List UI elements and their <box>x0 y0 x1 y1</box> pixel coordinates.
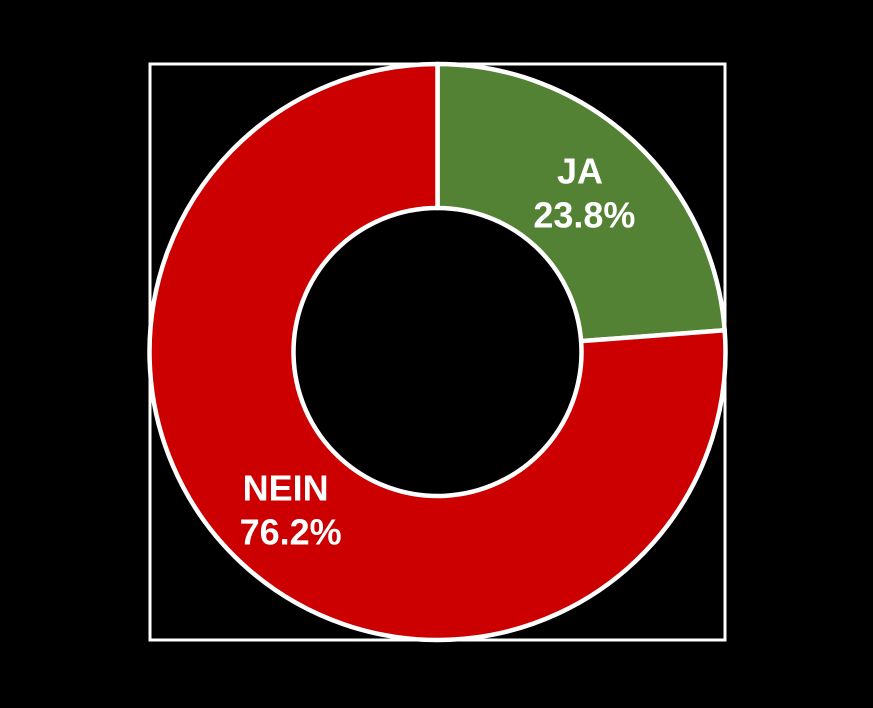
segment-nein-name: NEIN <box>243 467 329 508</box>
donut-segment-nein[interactable] <box>147 61 728 643</box>
segment-ja-percent: 23.8% <box>533 195 635 236</box>
segment-ja-name: JA <box>557 151 603 192</box>
segment-label-nein: NEIN 76.2% <box>240 467 342 552</box>
segment-label-ja: JA 23.8% <box>533 151 635 236</box>
donut-segment-ja[interactable] <box>435 61 727 344</box>
segment-nein-percent: 76.2% <box>240 511 342 552</box>
